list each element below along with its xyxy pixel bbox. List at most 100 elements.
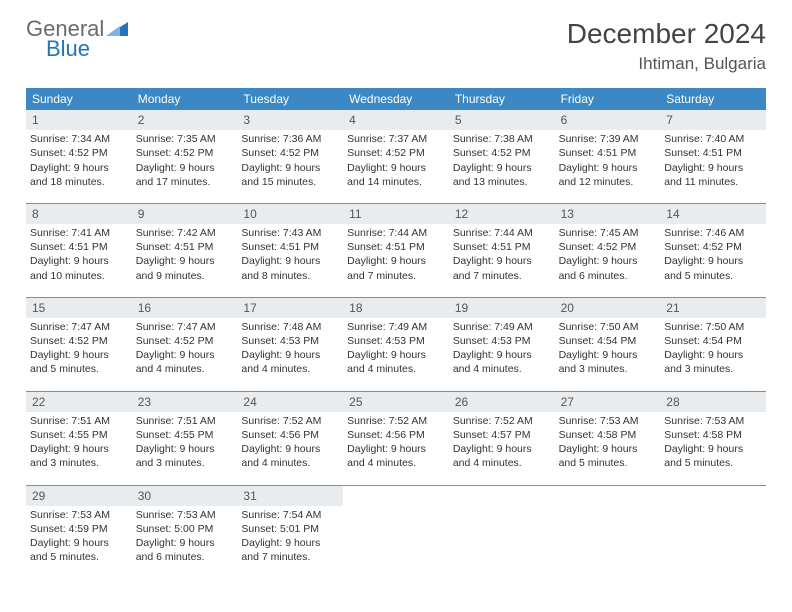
sunrise-line: Sunrise: 7:51 AM	[30, 414, 128, 428]
daylight-line-2: and 4 minutes.	[347, 362, 445, 376]
location-subtitle: Ihtiman, Bulgaria	[567, 54, 766, 74]
header: General Blue December 2024 Ihtiman, Bulg…	[26, 18, 766, 74]
daylight-line-1: Daylight: 9 hours	[347, 442, 445, 456]
day-cell: 27Sunrise: 7:53 AMSunset: 4:58 PMDayligh…	[555, 392, 661, 475]
sunset-line: Sunset: 4:52 PM	[347, 146, 445, 160]
daylight-line-1: Daylight: 9 hours	[664, 442, 762, 456]
day-body: Sunrise: 7:50 AMSunset: 4:54 PMDaylight:…	[660, 318, 766, 381]
logo-word-blue: Blue	[26, 38, 128, 60]
sunrise-line: Sunrise: 7:39 AM	[559, 132, 657, 146]
day-cell: 21Sunrise: 7:50 AMSunset: 4:54 PMDayligh…	[660, 298, 766, 381]
day-number: 4	[343, 110, 449, 130]
day-cell: 9Sunrise: 7:42 AMSunset: 4:51 PMDaylight…	[132, 204, 238, 287]
day-cell: 11Sunrise: 7:44 AMSunset: 4:51 PMDayligh…	[343, 204, 449, 287]
daylight-line-1: Daylight: 9 hours	[453, 254, 551, 268]
page-title: December 2024	[567, 18, 766, 50]
day-cell-empty	[660, 486, 766, 569]
sunrise-line: Sunrise: 7:36 AM	[241, 132, 339, 146]
day-number: 13	[555, 204, 661, 224]
weeks-container: 1Sunrise: 7:34 AMSunset: 4:52 PMDaylight…	[26, 110, 766, 568]
daylight-line-1: Daylight: 9 hours	[347, 348, 445, 362]
day-cell: 6Sunrise: 7:39 AMSunset: 4:51 PMDaylight…	[555, 110, 661, 193]
daylight-line-1: Daylight: 9 hours	[453, 442, 551, 456]
weekday-header: Sunday	[26, 88, 132, 110]
day-number	[555, 486, 661, 490]
daylight-line-2: and 3 minutes.	[559, 362, 657, 376]
weekday-header: Thursday	[449, 88, 555, 110]
day-body: Sunrise: 7:47 AMSunset: 4:52 PMDaylight:…	[26, 318, 132, 381]
daylight-line-1: Daylight: 9 hours	[664, 254, 762, 268]
day-body: Sunrise: 7:49 AMSunset: 4:53 PMDaylight:…	[449, 318, 555, 381]
day-body: Sunrise: 7:36 AMSunset: 4:52 PMDaylight:…	[237, 130, 343, 193]
day-number	[660, 486, 766, 490]
daylight-line-1: Daylight: 9 hours	[30, 442, 128, 456]
sunset-line: Sunset: 4:52 PM	[453, 146, 551, 160]
daylight-line-2: and 7 minutes.	[241, 550, 339, 564]
day-number: 21	[660, 298, 766, 318]
day-cell: 29Sunrise: 7:53 AMSunset: 4:59 PMDayligh…	[26, 486, 132, 569]
daylight-line-2: and 4 minutes.	[347, 456, 445, 470]
week-row: 22Sunrise: 7:51 AMSunset: 4:55 PMDayligh…	[26, 391, 766, 475]
day-cell: 23Sunrise: 7:51 AMSunset: 4:55 PMDayligh…	[132, 392, 238, 475]
weekday-header: Tuesday	[237, 88, 343, 110]
day-cell-empty	[449, 486, 555, 569]
sunrise-line: Sunrise: 7:52 AM	[241, 414, 339, 428]
daylight-line-2: and 11 minutes.	[664, 175, 762, 189]
day-body: Sunrise: 7:53 AMSunset: 5:00 PMDaylight:…	[132, 506, 238, 569]
day-number: 6	[555, 110, 661, 130]
daylight-line-2: and 4 minutes.	[136, 362, 234, 376]
daylight-line-1: Daylight: 9 hours	[347, 254, 445, 268]
sunrise-line: Sunrise: 7:48 AM	[241, 320, 339, 334]
sunrise-line: Sunrise: 7:49 AM	[347, 320, 445, 334]
sunset-line: Sunset: 4:56 PM	[241, 428, 339, 442]
logo-text-block: General Blue	[26, 18, 128, 60]
day-cell: 13Sunrise: 7:45 AMSunset: 4:52 PMDayligh…	[555, 204, 661, 287]
day-number: 27	[555, 392, 661, 412]
day-number: 10	[237, 204, 343, 224]
sunrise-line: Sunrise: 7:53 AM	[136, 508, 234, 522]
daylight-line-2: and 6 minutes.	[136, 550, 234, 564]
sunset-line: Sunset: 4:53 PM	[453, 334, 551, 348]
day-body: Sunrise: 7:48 AMSunset: 4:53 PMDaylight:…	[237, 318, 343, 381]
day-cell: 26Sunrise: 7:52 AMSunset: 4:57 PMDayligh…	[449, 392, 555, 475]
daylight-line-2: and 5 minutes.	[30, 362, 128, 376]
day-body: Sunrise: 7:53 AMSunset: 4:58 PMDaylight:…	[660, 412, 766, 475]
sunrise-line: Sunrise: 7:53 AM	[664, 414, 762, 428]
day-cell: 15Sunrise: 7:47 AMSunset: 4:52 PMDayligh…	[26, 298, 132, 381]
sunset-line: Sunset: 4:55 PM	[30, 428, 128, 442]
day-body: Sunrise: 7:43 AMSunset: 4:51 PMDaylight:…	[237, 224, 343, 287]
daylight-line-1: Daylight: 9 hours	[136, 161, 234, 175]
sunrise-line: Sunrise: 7:51 AM	[136, 414, 234, 428]
sunrise-line: Sunrise: 7:45 AM	[559, 226, 657, 240]
daylight-line-1: Daylight: 9 hours	[30, 254, 128, 268]
day-cell: 2Sunrise: 7:35 AMSunset: 4:52 PMDaylight…	[132, 110, 238, 193]
day-number: 8	[26, 204, 132, 224]
day-body: Sunrise: 7:39 AMSunset: 4:51 PMDaylight:…	[555, 130, 661, 193]
sunset-line: Sunset: 4:53 PM	[241, 334, 339, 348]
day-number: 19	[449, 298, 555, 318]
day-body: Sunrise: 7:45 AMSunset: 4:52 PMDaylight:…	[555, 224, 661, 287]
sunset-line: Sunset: 4:52 PM	[30, 334, 128, 348]
sunset-line: Sunset: 4:52 PM	[30, 146, 128, 160]
daylight-line-2: and 3 minutes.	[30, 456, 128, 470]
sunrise-line: Sunrise: 7:37 AM	[347, 132, 445, 146]
sunset-line: Sunset: 4:51 PM	[453, 240, 551, 254]
daylight-line-1: Daylight: 9 hours	[453, 348, 551, 362]
day-cell: 18Sunrise: 7:49 AMSunset: 4:53 PMDayligh…	[343, 298, 449, 381]
daylight-line-2: and 5 minutes.	[559, 456, 657, 470]
sunrise-line: Sunrise: 7:47 AM	[136, 320, 234, 334]
day-number: 22	[26, 392, 132, 412]
logo: General Blue	[26, 18, 128, 60]
sunrise-line: Sunrise: 7:53 AM	[30, 508, 128, 522]
weekday-header-row: SundayMondayTuesdayWednesdayThursdayFrid…	[26, 88, 766, 110]
day-number: 9	[132, 204, 238, 224]
daylight-line-1: Daylight: 9 hours	[241, 254, 339, 268]
day-cell-empty	[343, 486, 449, 569]
logo-triangle-icon	[106, 18, 128, 40]
sunset-line: Sunset: 4:52 PM	[136, 334, 234, 348]
sunrise-line: Sunrise: 7:34 AM	[30, 132, 128, 146]
day-cell: 1Sunrise: 7:34 AMSunset: 4:52 PMDaylight…	[26, 110, 132, 193]
day-number: 28	[660, 392, 766, 412]
sunrise-line: Sunrise: 7:52 AM	[453, 414, 551, 428]
day-body: Sunrise: 7:34 AMSunset: 4:52 PMDaylight:…	[26, 130, 132, 193]
